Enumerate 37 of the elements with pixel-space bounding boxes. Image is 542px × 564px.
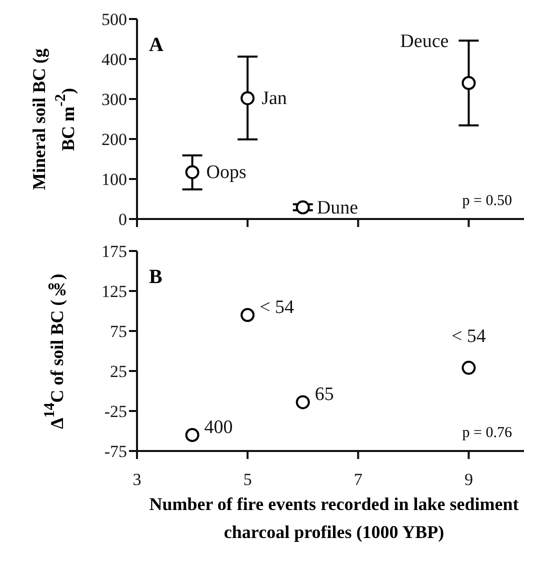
y-tick-label: -25 xyxy=(104,402,127,422)
x-tick-label: 7 xyxy=(354,470,363,490)
y-tick-label: 25 xyxy=(110,362,127,382)
x-tick-label: 5 xyxy=(243,470,252,490)
x-tick-label: 9 xyxy=(464,470,473,490)
annotation: Oops xyxy=(206,162,246,184)
y-tick-label: 175 xyxy=(102,242,127,262)
x-axis-title: Number of fire events recorded in lake sediment charcoal profiles (1000 YBP) xyxy=(148,493,520,544)
annotation: Dune xyxy=(316,197,358,218)
annotation: < 54 xyxy=(260,297,295,318)
y-tick-label: 200 xyxy=(102,130,127,150)
point xyxy=(296,395,310,410)
y-tick-label: 400 xyxy=(102,50,127,70)
annotation: B xyxy=(149,266,162,289)
point xyxy=(185,428,200,442)
point xyxy=(462,360,476,375)
annotation: 65 xyxy=(314,384,334,406)
y-tick-label: -75 xyxy=(104,442,127,462)
y-tick-label: 125 xyxy=(102,282,127,302)
annotation: p = 0.50 xyxy=(462,193,512,210)
y-tick-label: 75 xyxy=(110,322,127,342)
point xyxy=(240,308,255,322)
y-tick-label: 0 xyxy=(118,210,127,230)
annotation: < 54 xyxy=(451,326,486,347)
y-tick-label: 300 xyxy=(102,90,127,110)
point xyxy=(462,76,476,90)
y-tick-label: 500 xyxy=(102,10,127,30)
point xyxy=(240,91,255,106)
x-tick-label: 3 xyxy=(132,470,142,490)
point xyxy=(296,200,310,214)
y-tick-label: 100 xyxy=(102,170,127,190)
point xyxy=(185,165,200,180)
annotation: Deuce xyxy=(400,31,449,52)
annotation: Jan xyxy=(262,88,288,110)
annotation: A xyxy=(149,34,164,57)
annotation: p = 0.76 xyxy=(462,425,512,442)
annotation: 400 xyxy=(204,417,233,438)
